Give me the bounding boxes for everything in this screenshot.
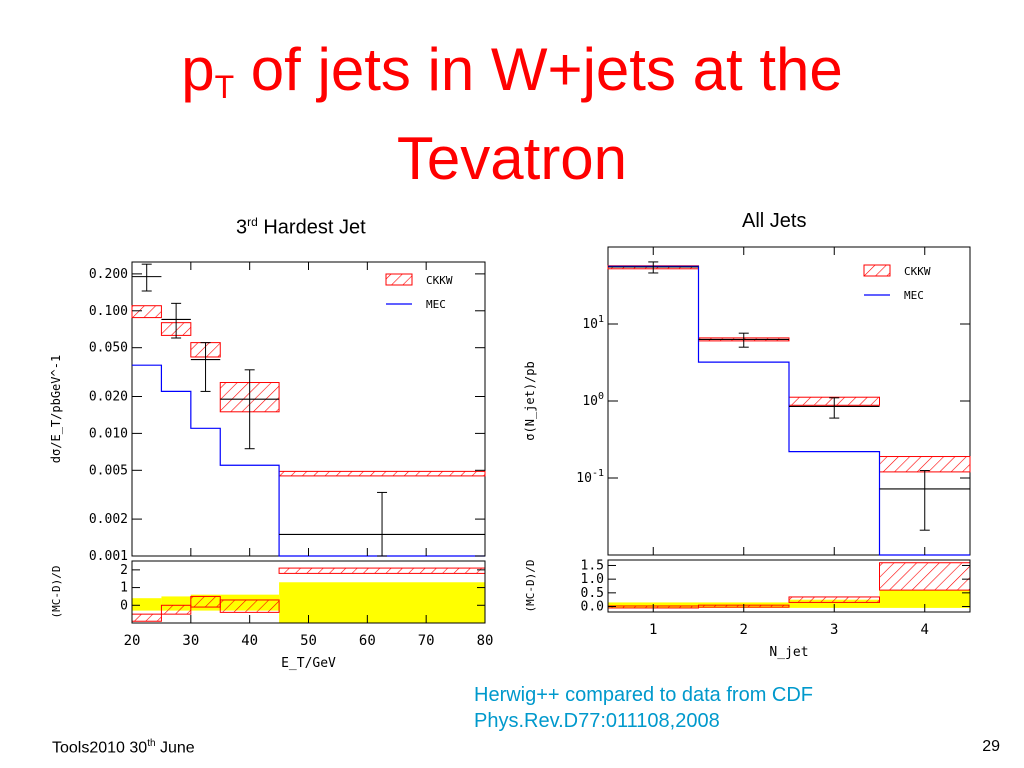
x-axis-label: E_T/GeV (281, 656, 336, 671)
ratio-ckkw-bin (219, 599, 280, 613)
title-line2: Tevatron (396, 125, 628, 192)
caption-number: 3 (236, 216, 248, 239)
x-tick-label: 1 (649, 622, 657, 638)
ratio-ckkw-bin (190, 595, 221, 608)
footer-text: Tools2010 30 (52, 739, 148, 757)
ratio-ckkw-bin (278, 567, 486, 574)
y-tick-label: 0.002 (89, 512, 128, 527)
x-tick-label: 20 (124, 633, 141, 649)
njet-chart: 10-1 100 101 CKKW MEC 0.00.51.01.5 1 2 3 4 N_jet σ(… (523, 246, 971, 660)
ratio-tick-label: 0.5 (581, 586, 604, 601)
ratio-tick-label: 0.0 (581, 600, 604, 615)
y-tick-label: 0.020 (89, 389, 128, 404)
x-tick-label: 2 (740, 622, 748, 638)
credit-line-1: Herwig++ compared to data from CDF (474, 684, 814, 706)
ratio-ckkw-bin (160, 604, 192, 615)
ratio-tick-label: 1 (120, 581, 128, 596)
ratio-ckkw-bin (879, 562, 971, 591)
y-tick-label: 0.200 (89, 267, 128, 282)
y-tick-label: 0.010 (89, 426, 128, 441)
y-tick-label: 10-1 (576, 468, 604, 486)
x-tick-label: 80 (477, 633, 494, 649)
title-subscript: T (214, 69, 235, 105)
legend-ckkw-swatch (385, 273, 413, 286)
ratio-data-band (879, 590, 970, 608)
x-tick-label: 30 (182, 633, 199, 649)
page-number: 29 (982, 738, 1000, 755)
ratio-data-band (132, 598, 162, 611)
x-tick-label: 70 (418, 633, 435, 649)
ratio-tick-label: 1.0 (581, 572, 604, 587)
data-credit: Herwig++ compared to data from CDF Phys.… (474, 682, 813, 734)
ratio-tick-label: 0 (120, 598, 128, 613)
ckkw-band-bin (278, 470, 486, 477)
y-axis-label: σ(N_jet)/pb (523, 361, 537, 440)
x-tick-label: 50 (300, 633, 317, 649)
ratio-data-band (789, 599, 880, 608)
y-tick-label: 0.050 (89, 341, 128, 356)
caption-text: Hardest Jet (257, 216, 366, 239)
legend-mec-label: MEC (426, 298, 446, 311)
ratio-ckkw-bin (131, 613, 162, 622)
legend-mec-label: MEC (904, 289, 924, 302)
x-tick-label: 3 (830, 622, 838, 638)
mec-line (132, 364, 485, 557)
slide-title: pT of jets in W+jets at the Tevatron (0, 34, 1024, 195)
title-rest: of jets in W+jets at the (234, 36, 843, 103)
ratio-ckkw-bin (788, 596, 880, 603)
ratio-plot-frame (607, 559, 971, 613)
ratio-tick-label: 1.5 (581, 558, 604, 573)
ratio-tick-label: 2 (120, 563, 128, 578)
et-chart: 0.001 0.002 0.005 0.010 0.020 0.050 0.100 0.200… (49, 261, 494, 671)
x-tick-label: 40 (241, 633, 258, 649)
x-axis-label: N_jet (769, 645, 808, 660)
left-chart-caption: 3rd Hardest Jet (236, 215, 366, 240)
footer-ordinal: th (147, 738, 156, 749)
ckkw-band-bin (131, 305, 162, 319)
y-tick-label: 101 (582, 314, 604, 332)
legend-ckkw-swatch (863, 264, 891, 277)
x-tick-label: 60 (359, 633, 376, 649)
title-p: p (181, 36, 215, 103)
ratio-data-band (279, 582, 485, 623)
ratio-axis-label: (MC-D)/D (50, 566, 63, 619)
y-axis-label: dσ/E_T/pbGeV^-1 (49, 355, 63, 463)
ckkw-band-bin (879, 456, 971, 473)
x-tick-label: 4 (921, 622, 929, 638)
y-tick-label: 0.001 (89, 549, 128, 564)
right-chart-caption: All Jets (742, 210, 807, 232)
y-tick-label: 100 (582, 391, 604, 409)
ratio-axis-label: (MC-D)/D (524, 560, 537, 613)
legend-ckkw-label: CKKW (426, 274, 453, 287)
y-tick-label: 0.100 (89, 304, 128, 319)
caption-ordinal: rd (247, 215, 258, 229)
credit-line-2: Phys.Rev.D77:011108,2008 (474, 710, 720, 732)
legend-ckkw-label: CKKW (904, 265, 931, 278)
footer-event: Tools2010 30th June (52, 738, 195, 757)
footer-month: June (155, 739, 195, 757)
mec-line (608, 265, 970, 556)
y-tick-label: 0.005 (89, 463, 128, 478)
